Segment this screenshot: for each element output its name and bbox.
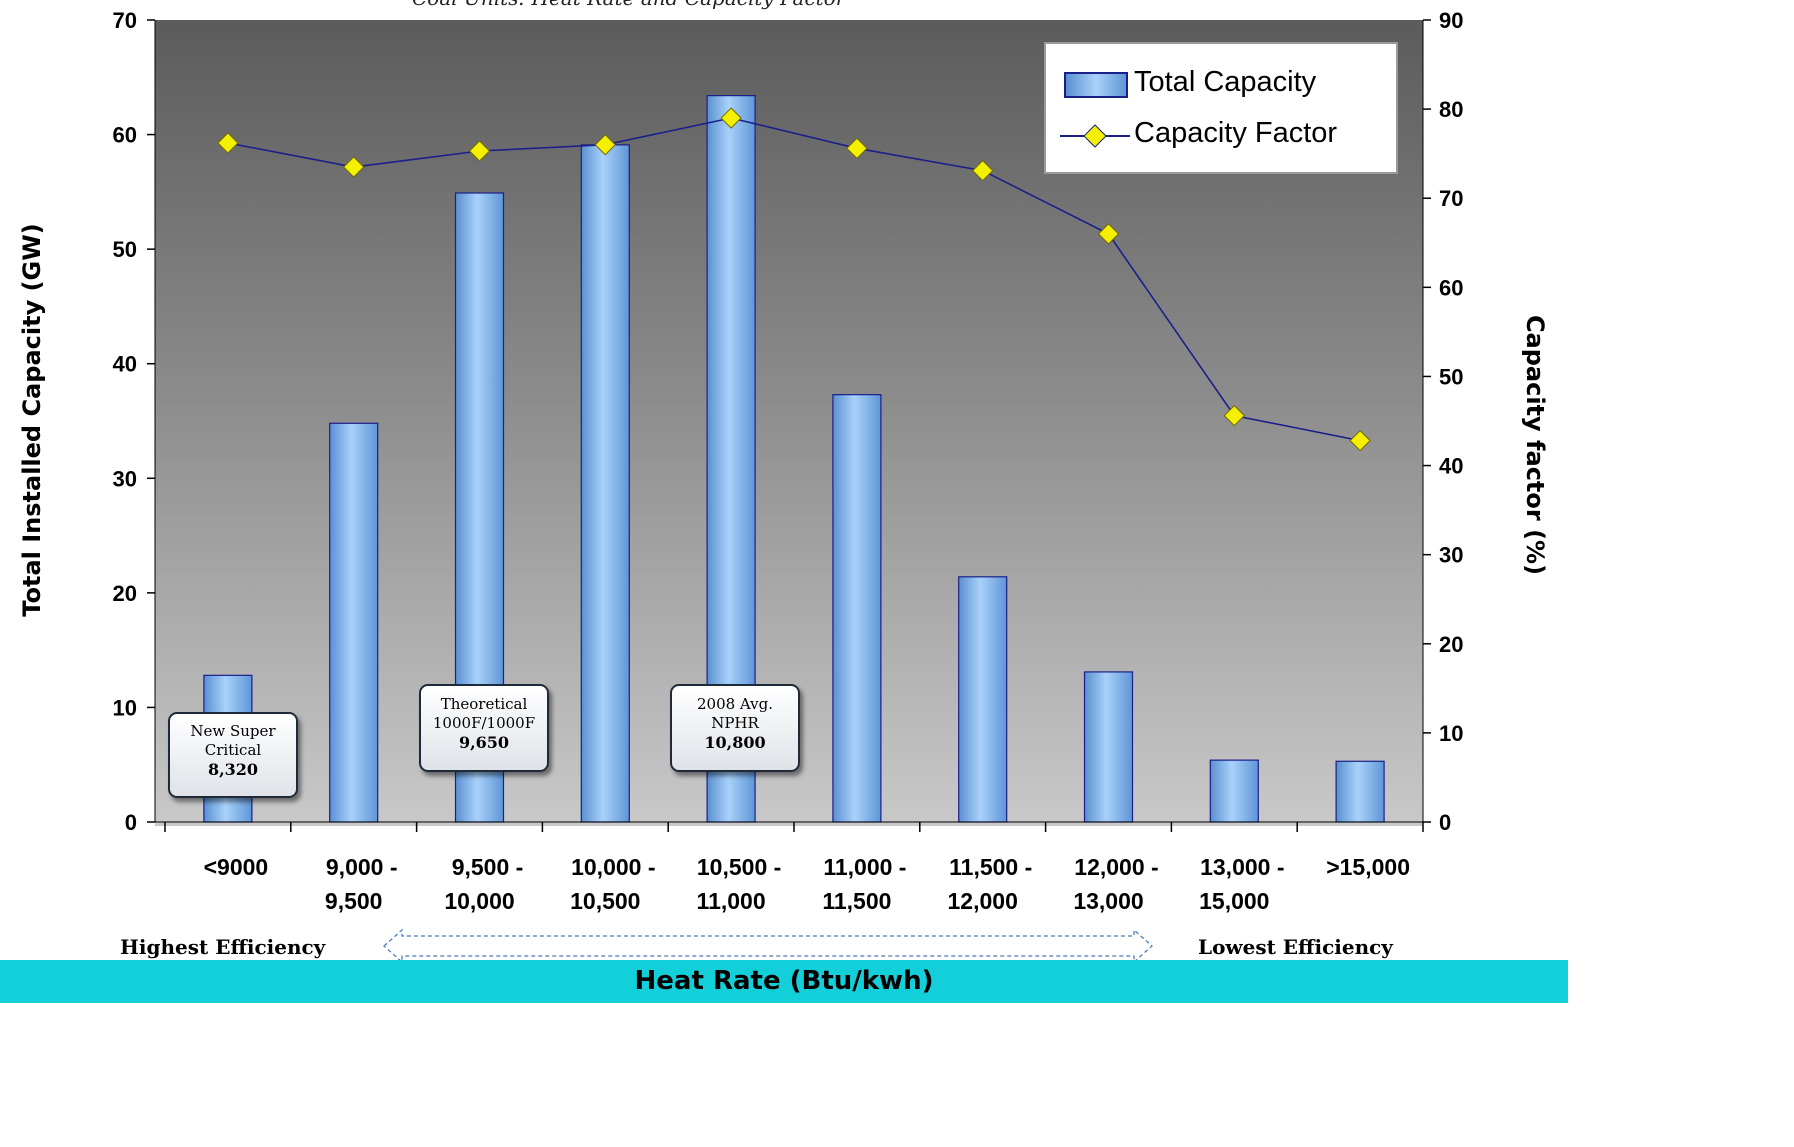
annotation-value: 9,650: [458, 733, 510, 752]
y-right-tick-label: 20: [1439, 632, 1463, 657]
bar: [1209, 759, 1259, 823]
labels-layer: 0 10 20 30 40 50 60 70 0 10 20 30 40 50 60 70 80 90 <9000 9…: [113, 8, 1464, 914]
y-left-tick-label: 50: [113, 237, 137, 262]
y-left-tick-label: 30: [113, 466, 137, 491]
x-axis-title: Heat Rate (Btu/kwh): [634, 966, 934, 996]
x-tick-label: >15,000: [1326, 854, 1410, 880]
annotation-line: Critical: [204, 741, 262, 759]
annotation-2008-avg-nphr: 2008 Avg. NPHR 10,800: [670, 684, 800, 772]
line-layer: [217, 107, 1371, 452]
chart-title: Coal Units: Heat Rate and Capacity Facto…: [412, 0, 845, 10]
axes-layer: [147, 19, 1431, 832]
annotation-value: 10,800: [704, 733, 766, 752]
capacity-factor-point: [1097, 223, 1120, 245]
efficiency-arrow: [383, 928, 1153, 964]
capacity-factor-point: [342, 156, 365, 178]
capacity-factor-point: [217, 132, 239, 154]
y-left-tick-label: 10: [113, 695, 137, 720]
y-right-tick-label: 90: [1439, 8, 1463, 33]
legend-label-total-capacity: Total Capacity: [1134, 66, 1317, 98]
y-axis-left-title: Total Installed Capacity (GW): [18, 223, 46, 617]
y-right-tick-label: 80: [1439, 97, 1463, 122]
lowest-efficiency-label: Lowest Efficiency: [1198, 935, 1393, 959]
y-right-tick-label: 30: [1439, 543, 1463, 568]
bar: [832, 394, 882, 823]
highest-efficiency-label: Highest Efficiency: [120, 935, 326, 959]
x-tick-label: 11,000 -11,500: [822, 854, 906, 914]
y-left-tick-label: 20: [113, 581, 137, 606]
x-tick-label: <9000: [204, 854, 269, 880]
capacity-factor-point: [971, 159, 994, 182]
y-right-tick-label: 50: [1439, 364, 1463, 389]
annotation-value: 8,320: [207, 760, 259, 779]
y-left-tick-label: 0: [125, 810, 137, 835]
capacity-factor-line: [227, 117, 1361, 442]
y-left-tick-label: 60: [113, 123, 137, 148]
y-left-tick-label: 40: [113, 352, 137, 377]
annotation-line: 1000F/1000F: [432, 714, 536, 732]
bar: [1335, 760, 1385, 823]
x-axis-title-bar: Heat Rate (Btu/kwh): [0, 960, 1568, 1003]
chart: Coal Units: Heat Rate and Capacity Facto…: [0, 0, 1568, 1003]
y-right-tick-label: 0: [1439, 810, 1451, 835]
x-tick-label: 9,000 -9,500: [325, 854, 398, 914]
capacity-factor-point: [720, 107, 742, 129]
annotation-line: Theoretical: [440, 695, 528, 713]
y-right-tick-label: 40: [1439, 454, 1463, 479]
y-right-tick-label: 60: [1439, 275, 1463, 300]
bar: [329, 422, 379, 823]
bar: [1083, 671, 1134, 823]
capacity-factor-point: [1223, 404, 1246, 427]
legend-swatch-bar: [1064, 72, 1128, 98]
efficiency-arrow-shape: [383, 928, 1153, 964]
x-tick-label: 13,000 -15,000: [1199, 854, 1284, 914]
x-tick-label: 10,500 -11,000: [697, 854, 782, 914]
x-tick-label: 11,500 -12,000: [948, 854, 1033, 914]
y-left-tick-label: 70: [113, 8, 137, 33]
y-right-tick-label: 70: [1439, 186, 1463, 211]
x-tick-label: 10,000 -10,500: [570, 854, 655, 914]
x-tick-label: 9,500 -10,000: [444, 854, 523, 914]
capacity-factor-point: [594, 134, 617, 156]
annotation-new-super-critical: New Super Critical 8,320: [168, 712, 298, 798]
annotation-theoretical: Theoretical 1000F/1000F 9,650: [419, 684, 549, 772]
legend: Total Capacity Capacity Factor: [1044, 42, 1398, 174]
annotation-line: NPHR: [711, 714, 759, 732]
capacity-factor-point: [468, 140, 491, 162]
legend-label-capacity-factor: Capacity Factor: [1134, 117, 1338, 149]
annotation-line: New Super: [190, 722, 276, 740]
legend-swatch-line: [1060, 124, 1130, 148]
x-tick-label: 12,000 -13,000: [1073, 854, 1158, 914]
y-axis-right-title: Capacity factor (%): [1521, 314, 1549, 576]
y-right-tick-label: 10: [1439, 721, 1463, 746]
bar: [958, 576, 1008, 823]
annotation-line: 2008 Avg.: [696, 695, 773, 713]
capacity-factor-point: [1349, 429, 1371, 452]
capacity-factor-point: [846, 137, 868, 160]
bar: [580, 144, 630, 823]
